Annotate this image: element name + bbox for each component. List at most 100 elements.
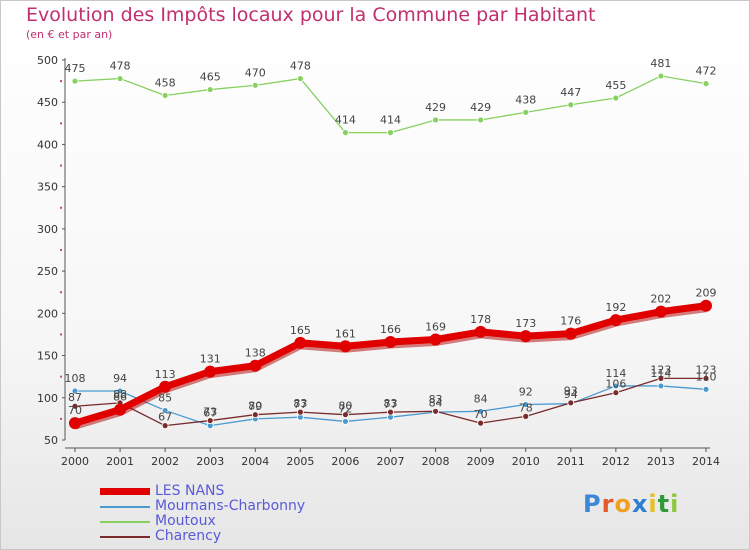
legend-swatch-moutoux <box>100 521 150 523</box>
data-label: 79 <box>248 400 262 413</box>
x-tick-label: 2011 <box>557 455 585 468</box>
x-tick-label: 2010 <box>512 455 540 468</box>
data-point-les-nans <box>69 417 81 430</box>
data-point-charency <box>702 374 710 382</box>
y-minor-tick <box>60 80 62 83</box>
data-point-charency <box>251 411 259 419</box>
data-label: 106 <box>605 378 626 391</box>
data-label: 83 <box>384 397 398 410</box>
data-point-moutoux <box>71 77 79 85</box>
data-label: 110 <box>696 370 717 383</box>
data-label: 429 <box>470 101 491 114</box>
x-tick-label: 2001 <box>106 455 134 468</box>
data-label: 209 <box>696 287 717 300</box>
x-tick-label: 2008 <box>422 455 450 468</box>
y-minor-tick <box>60 417 62 420</box>
logo-letter: i <box>670 490 680 518</box>
data-label: 470 <box>245 66 266 79</box>
data-label: 72 <box>338 402 352 415</box>
data-label: 80 <box>248 400 262 413</box>
data-point-mournans-charbonny <box>522 401 530 408</box>
legend-label-les-nans: LES NANS <box>155 483 225 499</box>
data-label: 67 <box>158 411 172 424</box>
data-label: 73 <box>203 406 217 419</box>
data-point-les-nans <box>294 336 307 349</box>
data-label: 414 <box>335 114 356 127</box>
x-tick-label: 2000 <box>61 455 89 468</box>
data-label: 87 <box>68 391 82 404</box>
data-point-les-nans <box>700 299 712 312</box>
data-point-moutoux <box>251 81 259 89</box>
data-point-les-nans <box>519 330 532 343</box>
data-point-charency <box>387 408 394 416</box>
data-point-les-nans <box>249 359 262 372</box>
data-label: 84 <box>474 392 488 405</box>
data-label: 83 <box>429 393 443 406</box>
data-label: 70 <box>68 404 82 417</box>
data-label: 67 <box>203 407 217 420</box>
y-tick-label: 250 <box>37 265 58 278</box>
data-label: 458 <box>155 76 176 89</box>
data-label: 176 <box>560 315 581 328</box>
data-label: 166 <box>380 323 401 336</box>
data-point-charency <box>206 417 214 424</box>
data-label: 114 <box>650 367 671 380</box>
data-label: 165 <box>290 324 311 337</box>
data-label: 202 <box>650 293 671 306</box>
data-point-mournans-charbonny <box>657 382 665 390</box>
data-label: 80 <box>338 400 352 413</box>
data-point-les-nans <box>204 365 217 378</box>
data-label: 77 <box>293 398 307 411</box>
legend-swatch-charency <box>100 536 150 538</box>
y-tick-label: 150 <box>37 350 58 363</box>
y-tick-label: 450 <box>37 96 58 109</box>
data-point-les-nans <box>114 403 127 416</box>
data-label: 94 <box>564 388 578 401</box>
legend-label-charency: Charency <box>155 528 222 544</box>
data-label: 173 <box>515 317 536 330</box>
logo-letter: t <box>657 490 671 518</box>
data-point-charency <box>161 422 169 430</box>
data-point-charency <box>657 374 665 382</box>
y-minor-tick <box>60 164 62 167</box>
data-point-moutoux <box>432 116 439 124</box>
data-point-mournans-charbonny <box>612 382 620 390</box>
data-label: 481 <box>650 57 671 70</box>
x-tick-label: 2013 <box>647 455 675 468</box>
x-tick-label: 2005 <box>286 455 314 468</box>
legend-label-moutoux: Moutoux <box>155 513 216 529</box>
data-label: 465 <box>200 71 221 84</box>
data-point-les-nans <box>384 336 397 349</box>
data-label: 138 <box>245 347 266 360</box>
y-tick-label: 350 <box>37 181 58 194</box>
data-point-charency <box>522 412 530 420</box>
data-point-les-nans <box>159 380 172 393</box>
data-label: 94 <box>113 372 127 385</box>
data-label: 414 <box>380 114 401 127</box>
data-point-les-nans <box>654 305 667 318</box>
data-point-moutoux <box>387 129 394 137</box>
y-tick-label: 100 <box>37 392 58 405</box>
logo-letter: x <box>631 490 649 518</box>
data-label: 178 <box>470 313 491 326</box>
x-tick-label: 2004 <box>241 455 269 468</box>
data-point-moutoux <box>161 92 169 99</box>
logo-letter: o <box>614 490 632 518</box>
data-label: 78 <box>519 401 533 414</box>
data-label: 84 <box>429 396 443 409</box>
y-tick-label: 300 <box>37 223 58 236</box>
data-label: 85 <box>158 391 172 404</box>
data-point-charency <box>477 419 485 427</box>
data-label: 192 <box>605 301 626 314</box>
data-label: 70 <box>474 408 488 421</box>
data-point-les-nans <box>564 327 577 340</box>
data-point-moutoux <box>477 116 485 124</box>
legend-swatch-les-nans <box>100 488 150 495</box>
data-point-mournans-charbonny <box>116 387 124 395</box>
proxiti-logo: Proxiti <box>583 490 679 518</box>
data-label: 478 <box>110 60 131 73</box>
data-point-charency <box>71 402 79 410</box>
data-label: 123 <box>696 363 717 376</box>
data-point-les-nans <box>339 340 352 353</box>
